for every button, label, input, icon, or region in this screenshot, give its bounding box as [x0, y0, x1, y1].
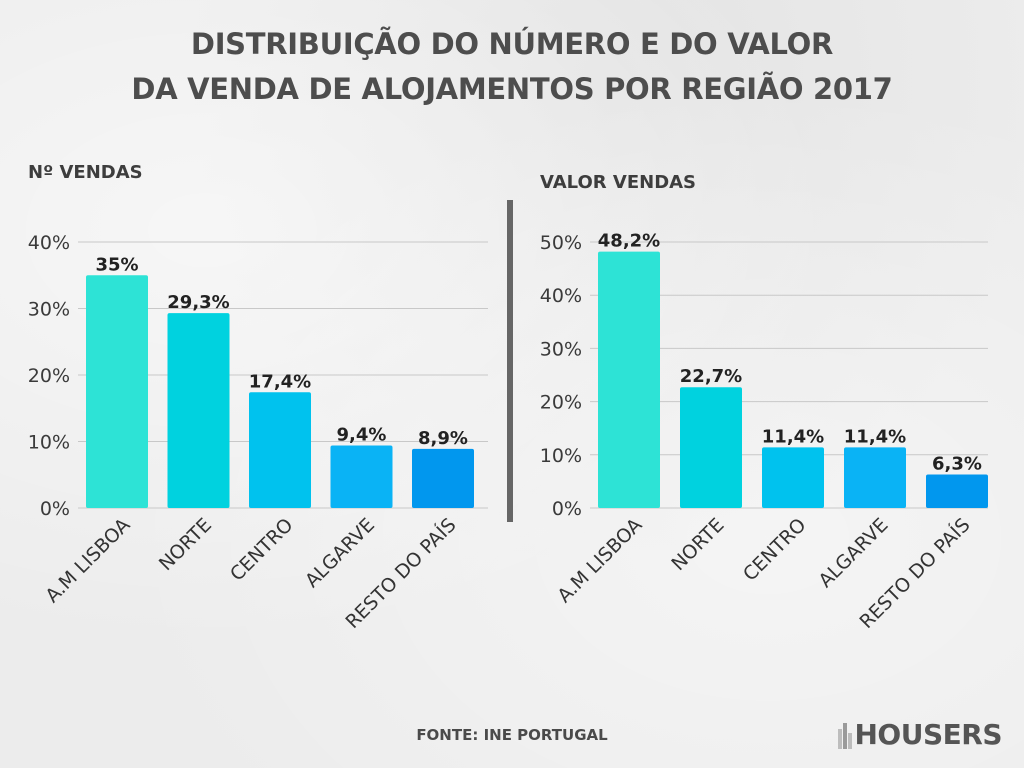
y-tick-label: 10% — [540, 445, 582, 467]
title-line-1: DISTRIBUIÇÃO DO NÚMERO E DO VALOR — [190, 27, 834, 61]
y-tick-label: 40% — [28, 232, 70, 254]
logo-text: HOUSERS — [854, 718, 1003, 751]
y-tick-label: 0% — [40, 498, 70, 520]
data-label: 48,2% — [598, 231, 660, 252]
chart-divider — [507, 200, 513, 522]
source-footer: FONTE: INE PORTUGAL — [416, 726, 608, 744]
housers-logo: HOUSERS — [837, 718, 1003, 751]
bar — [680, 387, 742, 508]
data-label: 35% — [95, 254, 138, 275]
data-label: 11,4% — [844, 426, 906, 447]
data-label: 29,3% — [167, 292, 229, 313]
y-tick-label: 30% — [28, 299, 70, 321]
data-label: 17,4% — [249, 371, 311, 392]
data-label: 6,3% — [932, 453, 982, 474]
bar — [844, 447, 906, 508]
y-tick-label: 30% — [540, 338, 582, 360]
bar — [167, 313, 230, 508]
category-label: ALGARVE — [814, 514, 892, 592]
page-title: DISTRIBUIÇÃO DO NÚMERO E DO VALOR DA VEN… — [0, 22, 1024, 112]
logo-building-icon — [837, 721, 853, 749]
bar — [249, 392, 311, 508]
title-line-2: DA VENDA DE ALOJAMENTOS POR REGIÃO 2017 — [131, 72, 893, 106]
data-label: 11,4% — [762, 426, 824, 447]
data-label: 8,9% — [418, 428, 468, 449]
bar — [926, 474, 988, 508]
y-tick-label: 50% — [540, 232, 582, 254]
bar — [86, 275, 148, 508]
bar — [598, 251, 660, 509]
y-tick-label: 10% — [28, 432, 70, 454]
bar — [412, 448, 474, 508]
category-label: A.M LISBOA — [553, 514, 646, 607]
category-label: CENTRO — [739, 514, 811, 586]
bar — [762, 447, 824, 508]
y-tick-label: 0% — [552, 498, 582, 520]
data-label: 22,7% — [680, 366, 742, 387]
right-chart-title: VALOR VENDAS — [540, 172, 697, 193]
y-tick-label: 20% — [540, 392, 582, 414]
bar — [330, 445, 393, 508]
category-label: NORTE — [667, 514, 728, 575]
y-tick-label: 40% — [540, 285, 582, 307]
left-chart-title: Nº VENDAS — [28, 162, 143, 183]
y-tick-label: 20% — [28, 365, 70, 387]
data-label: 9,4% — [337, 424, 387, 445]
